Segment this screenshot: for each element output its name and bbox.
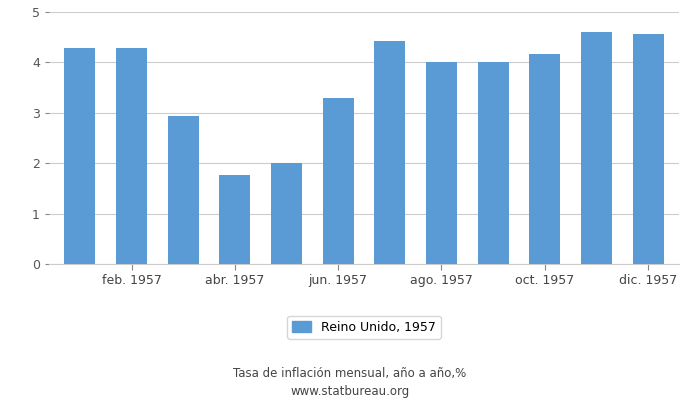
Bar bbox=[323, 98, 354, 264]
Bar bbox=[219, 175, 251, 264]
Bar bbox=[426, 62, 457, 264]
Bar bbox=[374, 41, 405, 264]
Bar bbox=[477, 62, 509, 264]
Bar bbox=[529, 54, 560, 264]
Bar bbox=[168, 116, 199, 264]
Text: Tasa de inflación mensual, año a año,%: Tasa de inflación mensual, año a año,% bbox=[233, 368, 467, 380]
Bar bbox=[64, 48, 95, 264]
Legend: Reino Unido, 1957: Reino Unido, 1957 bbox=[287, 316, 441, 339]
Bar bbox=[633, 34, 664, 264]
Bar bbox=[581, 32, 612, 264]
Text: www.statbureau.org: www.statbureau.org bbox=[290, 386, 410, 398]
Bar bbox=[271, 163, 302, 264]
Bar bbox=[116, 48, 147, 264]
